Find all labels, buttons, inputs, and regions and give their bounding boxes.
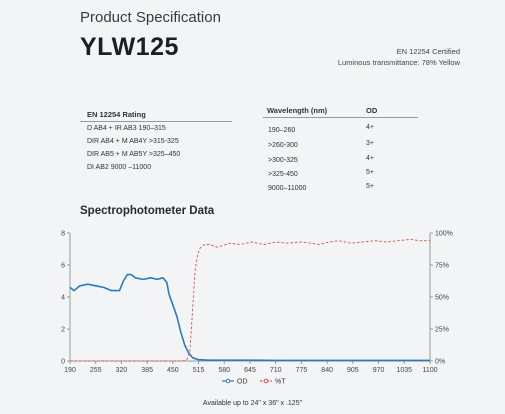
legend-label: OD [237, 379, 248, 386]
y-right-tick-label: 75% [435, 263, 449, 270]
od-cell: 4+ [366, 155, 374, 162]
y-left-tick-label: 2 [61, 327, 65, 334]
series-line-od [69, 273, 430, 362]
x-tick-label: 775 [296, 367, 308, 374]
x-tick-label: 580 [218, 367, 230, 374]
od-cell: 5+ [366, 183, 374, 190]
x-tick-label: 1035 [396, 367, 412, 374]
luminous-transmittance-text: Luminous transmittance: 78% Yellow [337, 58, 460, 67]
wavelength-cell: 190–260 [268, 127, 296, 134]
x-tick-label: 385 [141, 367, 153, 374]
x-tick-label: 840 [321, 367, 333, 374]
wavelength-cell: >325-450 [268, 171, 298, 178]
x-tick-label: 710 [270, 367, 282, 374]
od-cell: 5+ [366, 169, 374, 176]
rating-row: DI AB2 9000 –11000 [87, 164, 152, 171]
y-right-tick-label: 25% [435, 327, 449, 334]
legend-label: %T [275, 379, 286, 386]
od-cell: 4+ [366, 124, 374, 131]
x-tick-label: 255 [90, 367, 102, 374]
rating-row: DIR AB4 + M AB4Y >315-325 [87, 138, 179, 145]
od-header-rule [263, 117, 418, 118]
spectrophotometer-chart: 190 255 320 385 450 515 580 645 710 775 840 905 970 1… [61, 231, 453, 386]
x-tick-label: 1100 [422, 367, 437, 374]
x-tick-label: 190 [64, 367, 76, 374]
chart-section-title: Spectrophotometer Data [80, 205, 215, 217]
series-line-t [70, 238, 430, 362]
od-column-header: OD [366, 106, 378, 115]
y-right-tick-label: 0% [435, 359, 445, 366]
x-tick-label: 320 [116, 367, 128, 374]
certification-text: EN 12254 Certified [396, 47, 460, 56]
y-left-tick-label: 0 [61, 359, 65, 366]
y-right-tick-label: 100% [435, 231, 453, 238]
legend-marker [225, 378, 231, 384]
y-left-tick-label: 6 [61, 263, 65, 270]
rating-row: DIR AB5 + M AB5Y >325–450 [87, 151, 181, 158]
y-right-tick-label: 50% [435, 295, 449, 302]
x-tick-label: 645 [244, 367, 256, 374]
legend-marker [263, 378, 269, 384]
rating-row: D AB4 + IR AB3 190–315 [87, 125, 166, 132]
wavelength-column-header: Wavelength (nm) [267, 106, 328, 115]
x-tick-label: 450 [167, 367, 179, 374]
x-tick-label: 515 [193, 367, 205, 374]
od-cell: 3+ [366, 140, 374, 147]
wavelength-cell: >260-300 [268, 142, 298, 149]
rating-header-rule [80, 121, 232, 122]
rating-table-header: EN 12254 Rating [87, 110, 146, 119]
page-subtitle: Product Specification [80, 9, 221, 26]
wavelength-cell: 9000–11000 [268, 185, 307, 192]
x-tick-label: 905 [347, 367, 359, 374]
y-left-tick-label: 8 [61, 231, 65, 238]
y-left-tick-label: 4 [61, 295, 65, 302]
x-tick-label: 970 [373, 367, 385, 374]
wavelength-cell: >300-325 [268, 157, 298, 164]
availability-note: Available up to 24" x 36" x .125" [202, 400, 303, 407]
product-name: YLW125 [80, 33, 179, 61]
certification-info: EN 12254 Certified Luminous transmittanc… [338, 46, 460, 68]
